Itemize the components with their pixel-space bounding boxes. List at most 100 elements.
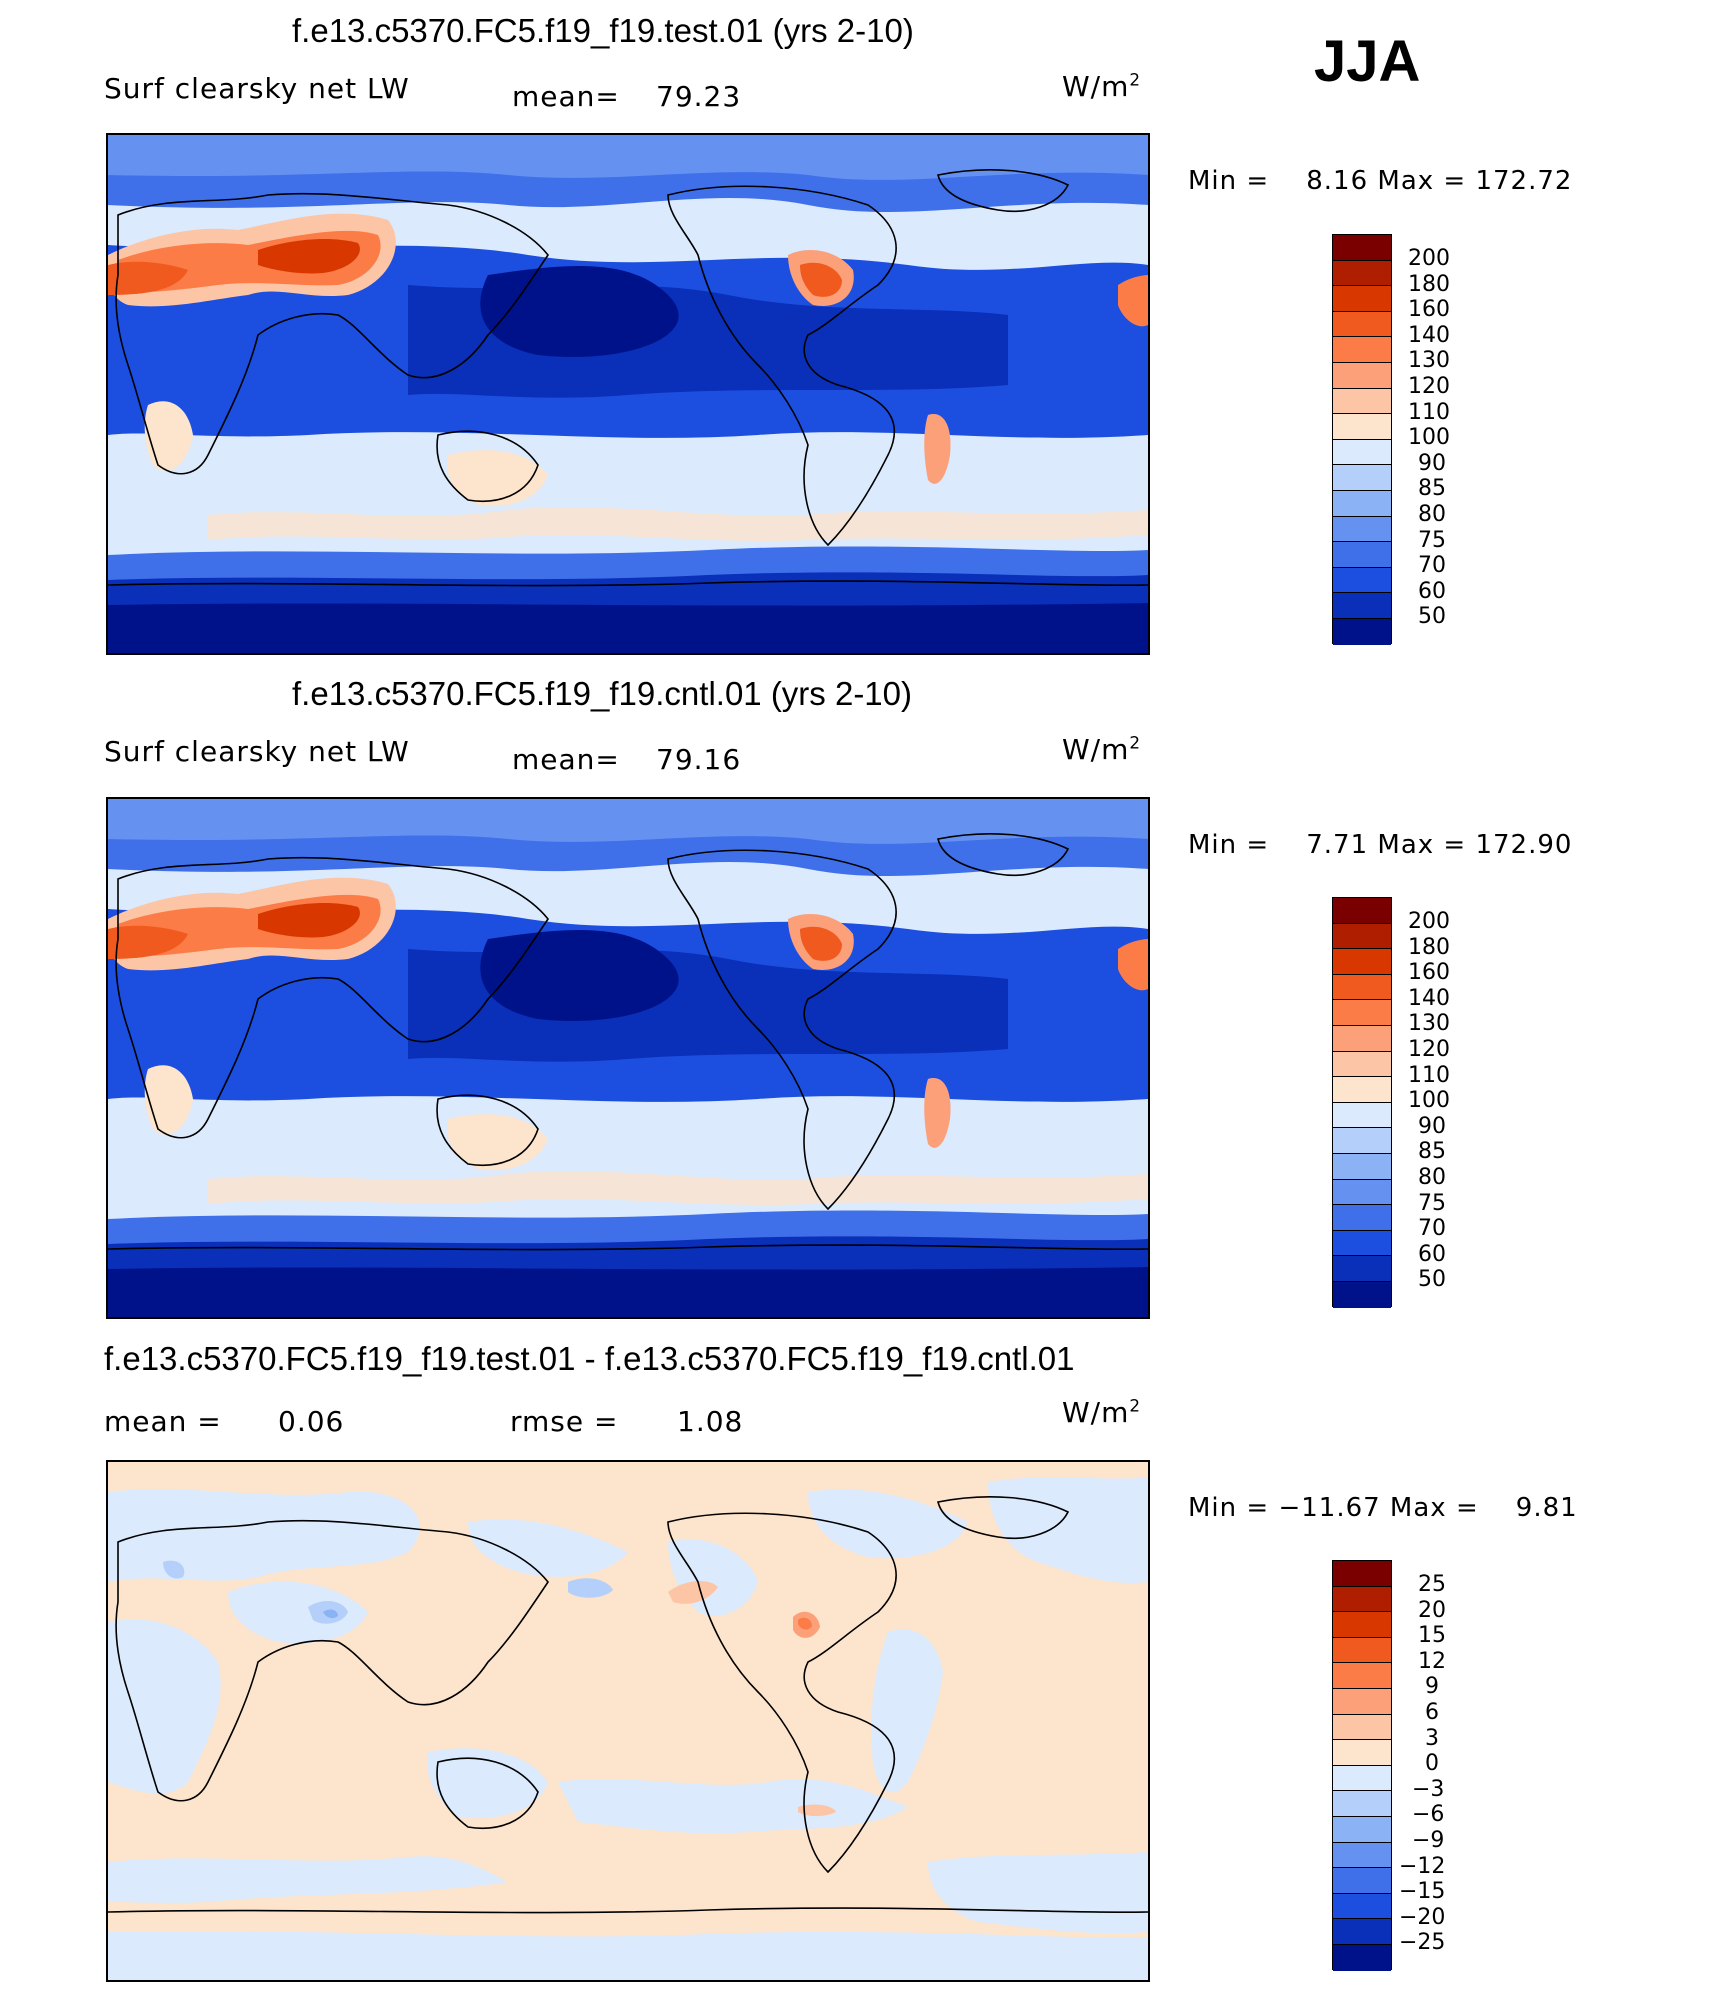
panel1-colorbar-swatch bbox=[1333, 286, 1391, 312]
panel3-rmse-label: rmse = bbox=[510, 1405, 619, 1438]
panel1-colorbar bbox=[1332, 234, 1392, 645]
panel3-units: W/m2 bbox=[1062, 1395, 1142, 1429]
panel3-colorbar-swatch bbox=[1333, 1919, 1391, 1945]
colorbar-label: 85 bbox=[1418, 1139, 1446, 1164]
colorbar-label: 50 bbox=[1418, 1267, 1446, 1292]
season-label: JJA bbox=[1314, 29, 1421, 94]
panel3-colorbar-swatch bbox=[1333, 1893, 1391, 1920]
panel2-colorbar-swatch bbox=[1333, 1000, 1391, 1026]
colorbar-label: −15 bbox=[1399, 1879, 1446, 1904]
panel1-colorbar-swatch bbox=[1333, 516, 1391, 543]
panel1-colorbar-swatch bbox=[1333, 388, 1391, 415]
panel3-colorbar-swatch bbox=[1333, 1842, 1391, 1869]
panel3-map bbox=[106, 1460, 1150, 1982]
panel1-colorbar-swatch bbox=[1333, 311, 1391, 338]
colorbar-label: 80 bbox=[1418, 502, 1446, 527]
panel2-colorbar-swatch bbox=[1333, 1230, 1391, 1257]
colorbar-label: 90 bbox=[1418, 451, 1446, 476]
colorbar-label: 200 bbox=[1408, 909, 1450, 934]
panel2-mean-label: mean= bbox=[512, 743, 620, 776]
panel2-colorbar-swatch bbox=[1333, 1025, 1391, 1052]
panel1-colorbar-swatch bbox=[1333, 465, 1391, 491]
colorbar-label: 130 bbox=[1408, 1011, 1450, 1036]
panel3-rmse-value: 1.08 bbox=[677, 1405, 744, 1438]
panel3-colorbar-swatch bbox=[1333, 1868, 1391, 1894]
panel3-colorbar-swatch bbox=[1333, 1561, 1391, 1587]
panel1-variable: Surf clearsky net LW bbox=[104, 72, 410, 105]
colorbar-label: 160 bbox=[1408, 960, 1450, 985]
panel2-colorbar-swatch bbox=[1333, 1077, 1391, 1103]
panel2-colorbar-swatch bbox=[1333, 1153, 1391, 1180]
panel1-map bbox=[106, 133, 1150, 655]
panel2-colorbar-swatch bbox=[1333, 974, 1391, 1001]
panel3-mean-value: 0.06 bbox=[278, 1405, 345, 1438]
panel1-minmax: Min = 8.16 Max = 172.72 bbox=[1188, 166, 1573, 196]
panel1-units: W/m2 bbox=[1062, 69, 1142, 103]
colorbar-label: 200 bbox=[1408, 246, 1450, 271]
panel1-colorbar-swatch bbox=[1333, 542, 1391, 568]
colorbar-label: −3 bbox=[1412, 1777, 1445, 1802]
colorbar-label: 60 bbox=[1418, 1242, 1446, 1267]
colorbar-label: 90 bbox=[1418, 1114, 1446, 1139]
colorbar-label: 9 bbox=[1425, 1674, 1439, 1699]
panel3-colorbar-swatch bbox=[1333, 1637, 1391, 1664]
colorbar-label: −20 bbox=[1399, 1905, 1446, 1930]
panel1-map-field bbox=[108, 135, 1148, 653]
colorbar-label: 70 bbox=[1418, 553, 1446, 578]
panel3-title: f.e13.c5370.FC5.f19_f19.test.01 - f.e13.… bbox=[104, 1340, 1075, 1377]
colorbar-label: 12 bbox=[1418, 1649, 1446, 1674]
panel3-colorbar-swatch bbox=[1333, 1663, 1391, 1689]
panel2-units: W/m2 bbox=[1062, 732, 1142, 766]
panel2-colorbar-swatch bbox=[1333, 949, 1391, 975]
panel1-colorbar-swatch bbox=[1333, 439, 1391, 466]
panel3-map-field bbox=[108, 1462, 1148, 1980]
panel2-colorbar-swatch bbox=[1333, 1179, 1391, 1206]
panel2-map bbox=[106, 797, 1150, 1319]
colorbar-label: 120 bbox=[1408, 374, 1450, 399]
panel1-mean-value: 79.23 bbox=[656, 80, 742, 113]
colorbar-label: −12 bbox=[1399, 1854, 1446, 1879]
panel3-colorbar bbox=[1332, 1560, 1392, 1971]
colorbar-label: 15 bbox=[1418, 1623, 1446, 1648]
colorbar-label: 0 bbox=[1425, 1751, 1439, 1776]
panel2-minmax: Min = 7.71 Max = 172.90 bbox=[1188, 830, 1573, 860]
colorbar-label: 130 bbox=[1408, 348, 1450, 373]
panel1-colorbar-swatch bbox=[1333, 414, 1391, 440]
panel3-colorbar-swatch bbox=[1333, 1586, 1391, 1613]
colorbar-label: 75 bbox=[1418, 528, 1446, 553]
panel1-colorbar-swatch bbox=[1333, 337, 1391, 363]
panel2-title: f.e13.c5370.FC5.f19_f19.cntl.01 (yrs 2-1… bbox=[292, 675, 913, 712]
colorbar-label: 160 bbox=[1408, 297, 1450, 322]
colorbar-label: 70 bbox=[1418, 1216, 1446, 1241]
panel1-colorbar-swatch bbox=[1333, 490, 1391, 517]
panel3-mean-label: mean = bbox=[104, 1405, 222, 1438]
colorbar-label: 180 bbox=[1408, 272, 1450, 297]
panel3-colorbar-swatch bbox=[1333, 1765, 1391, 1792]
panel1-colorbar-swatch bbox=[1333, 260, 1391, 287]
panel2-colorbar-swatch bbox=[1333, 1102, 1391, 1129]
colorbar-label: 60 bbox=[1418, 579, 1446, 604]
colorbar-label: 140 bbox=[1408, 323, 1450, 348]
panel3-colorbar-swatch bbox=[1333, 1612, 1391, 1638]
colorbar-label: −6 bbox=[1412, 1802, 1445, 1827]
panel3-colorbar-swatch bbox=[1333, 1816, 1391, 1843]
panel2-colorbar-swatch bbox=[1333, 898, 1391, 924]
panel3-minmax: Min = −11.67 Max = 9.81 bbox=[1188, 1493, 1578, 1523]
colorbar-label: 6 bbox=[1425, 1700, 1439, 1725]
panel1-mean-label: mean= bbox=[512, 80, 620, 113]
panel2-colorbar-swatch bbox=[1333, 1256, 1391, 1282]
panel3-colorbar-swatch bbox=[1333, 1791, 1391, 1817]
panel1-colorbar-swatch bbox=[1333, 235, 1391, 261]
colorbar-label: 180 bbox=[1408, 935, 1450, 960]
panel3-colorbar-swatch bbox=[1333, 1944, 1391, 1971]
panel1-colorbar-swatch bbox=[1333, 618, 1391, 645]
panel1-title: f.e13.c5370.FC5.f19_f19.test.01 (yrs 2-1… bbox=[292, 12, 914, 49]
panel2-variable: Surf clearsky net LW bbox=[104, 735, 410, 768]
colorbar-label: 85 bbox=[1418, 476, 1446, 501]
panel2-colorbar bbox=[1332, 897, 1392, 1308]
colorbar-label: 75 bbox=[1418, 1191, 1446, 1216]
panel2-colorbar-swatch bbox=[1333, 1205, 1391, 1231]
colorbar-label: 25 bbox=[1418, 1572, 1446, 1597]
panel3-colorbar-swatch bbox=[1333, 1688, 1391, 1715]
colorbar-label: 50 bbox=[1418, 604, 1446, 629]
